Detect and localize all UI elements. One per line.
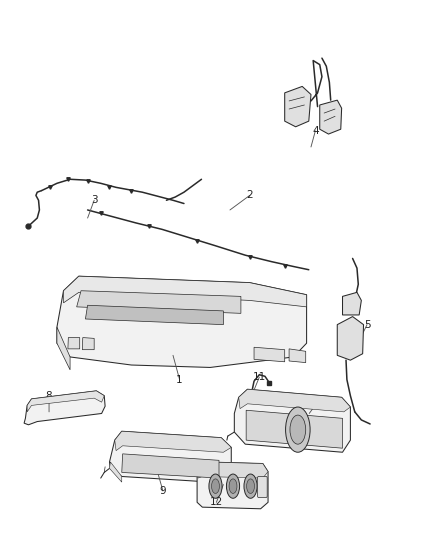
Polygon shape xyxy=(197,462,268,509)
Text: 5: 5 xyxy=(364,320,371,329)
Circle shape xyxy=(229,479,237,494)
Polygon shape xyxy=(285,86,311,127)
Polygon shape xyxy=(24,391,105,425)
Polygon shape xyxy=(57,276,307,367)
Polygon shape xyxy=(122,454,219,478)
Text: 9: 9 xyxy=(159,486,166,496)
Text: 10: 10 xyxy=(310,399,323,409)
Circle shape xyxy=(209,474,222,498)
Circle shape xyxy=(212,479,219,494)
Text: 1: 1 xyxy=(176,375,183,385)
Text: 2: 2 xyxy=(246,190,253,200)
Polygon shape xyxy=(27,391,104,412)
Polygon shape xyxy=(57,327,70,370)
Polygon shape xyxy=(239,389,350,412)
Polygon shape xyxy=(289,349,306,362)
Polygon shape xyxy=(85,305,223,325)
Circle shape xyxy=(226,474,240,498)
Text: 11: 11 xyxy=(253,372,266,382)
Polygon shape xyxy=(68,337,80,349)
Polygon shape xyxy=(246,410,343,448)
Polygon shape xyxy=(197,462,268,478)
Circle shape xyxy=(244,474,257,498)
Polygon shape xyxy=(343,292,361,315)
Circle shape xyxy=(286,407,310,452)
Text: 4: 4 xyxy=(312,126,319,136)
Polygon shape xyxy=(77,290,241,313)
FancyBboxPatch shape xyxy=(258,477,267,497)
Polygon shape xyxy=(234,389,350,452)
Polygon shape xyxy=(110,431,231,483)
Polygon shape xyxy=(320,100,342,134)
Polygon shape xyxy=(82,337,94,350)
Polygon shape xyxy=(254,348,285,362)
Circle shape xyxy=(247,479,254,494)
Polygon shape xyxy=(337,317,364,360)
Polygon shape xyxy=(115,431,231,452)
Text: 12: 12 xyxy=(210,497,223,507)
Text: 3: 3 xyxy=(91,195,98,205)
Circle shape xyxy=(290,415,306,444)
Polygon shape xyxy=(110,462,122,482)
Polygon shape xyxy=(64,276,307,307)
Text: 8: 8 xyxy=(46,391,53,401)
